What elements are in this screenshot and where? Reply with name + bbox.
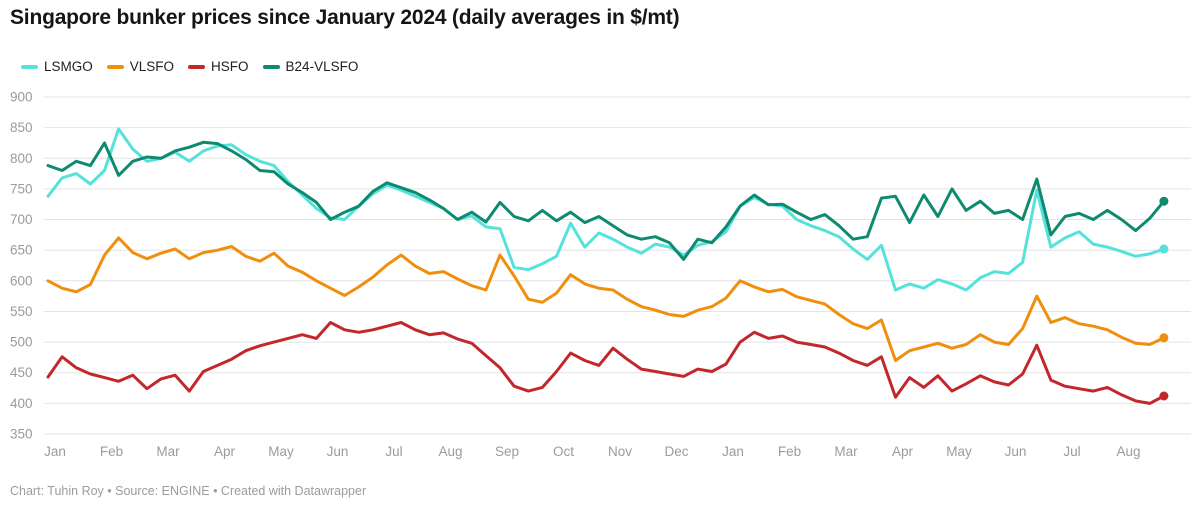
y-axis-tick-label: 350 [10, 427, 33, 442]
x-axis-tick-label: Aug [438, 444, 462, 459]
y-axis-tick-label: 900 [10, 90, 33, 105]
x-axis-tick-label: Aug [1116, 444, 1140, 459]
legend-item-vlsfo: VLSFO [106, 59, 175, 74]
legend-label-vlsfo: VLSFO [129, 59, 175, 74]
y-axis-tick-label: 500 [10, 335, 33, 350]
x-axis-tick-label: Jul [1063, 444, 1080, 459]
series-end-dot-b24-vlsfo [1159, 196, 1169, 206]
x-axis-tick-label: Feb [100, 444, 123, 459]
x-axis-tick-label: Dec [664, 444, 688, 459]
x-axis-tick-label: Sep [495, 444, 519, 459]
x-axis-tick-label: Jan [44, 444, 66, 459]
legend-swatch-vlsfo [106, 64, 124, 69]
legend-swatch-hsfo [188, 64, 206, 69]
y-axis-tick-label: 600 [10, 273, 33, 288]
legend-swatch-lsmgo [21, 64, 38, 69]
x-axis-tick-label: Oct [553, 444, 574, 459]
x-axis-tick-label: Nov [608, 444, 632, 459]
x-axis-tick-label: Jun [327, 444, 349, 459]
chart-title: Singapore bunker prices since January 20… [10, 6, 680, 29]
x-axis-tick-label: Apr [892, 444, 914, 459]
x-axis-tick-label: Mar [834, 444, 858, 459]
x-axis-tick-label: Feb [778, 444, 801, 459]
series-end-dot-vlsfo [1159, 333, 1169, 343]
x-axis-tick-label: Jan [722, 444, 744, 459]
y-axis-tick-label: 550 [10, 304, 33, 319]
y-axis-tick-label: 850 [10, 120, 33, 135]
y-axis-tick-label: 800 [10, 151, 33, 166]
y-axis-tick-label: 650 [10, 243, 33, 258]
footer-credit: Chart: Tuhin Roy • Source: ENGINE • Crea… [10, 484, 367, 498]
x-axis-tick-label: May [946, 444, 972, 459]
legend-label-lsmgo: LSMGO [44, 59, 93, 74]
series-line-lsmgo[interactable] [46, 127, 1166, 292]
legend-item-b24-vlsfo: B24-VLSFO [262, 59, 359, 74]
x-axis-tick-label: May [268, 444, 294, 459]
legend-swatch-b24-vlsfo [262, 64, 280, 69]
series-line-vlsfo[interactable] [46, 236, 1166, 362]
series-line-hsfo[interactable] [46, 321, 1166, 405]
x-axis-tick-label: Jul [385, 444, 402, 459]
x-axis-tick-label: Mar [156, 444, 180, 459]
legend-item-lsmgo: LSMGO [21, 59, 93, 74]
y-axis-tick-label: 700 [10, 212, 33, 227]
y-axis-tick-label: 400 [10, 396, 33, 411]
legend-item-hsfo: HSFO [188, 59, 249, 74]
legend-label-hsfo: HSFO [211, 59, 249, 74]
y-axis-tick-label: 450 [10, 365, 33, 380]
x-axis-tick-label: Apr [214, 444, 236, 459]
x-axis-tick-label: Jun [1005, 444, 1027, 459]
series-end-dot-hsfo [1159, 391, 1169, 401]
legend-label-b24-vlsfo: B24-VLSFO [285, 59, 359, 74]
legend: LSMGO VLSFO HSFO B24-VLSFO [21, 59, 358, 74]
series-end-dot-lsmgo [1159, 244, 1169, 254]
y-axis-tick-label: 750 [10, 181, 33, 196]
series-line-b24-vlsfo[interactable] [46, 140, 1166, 261]
